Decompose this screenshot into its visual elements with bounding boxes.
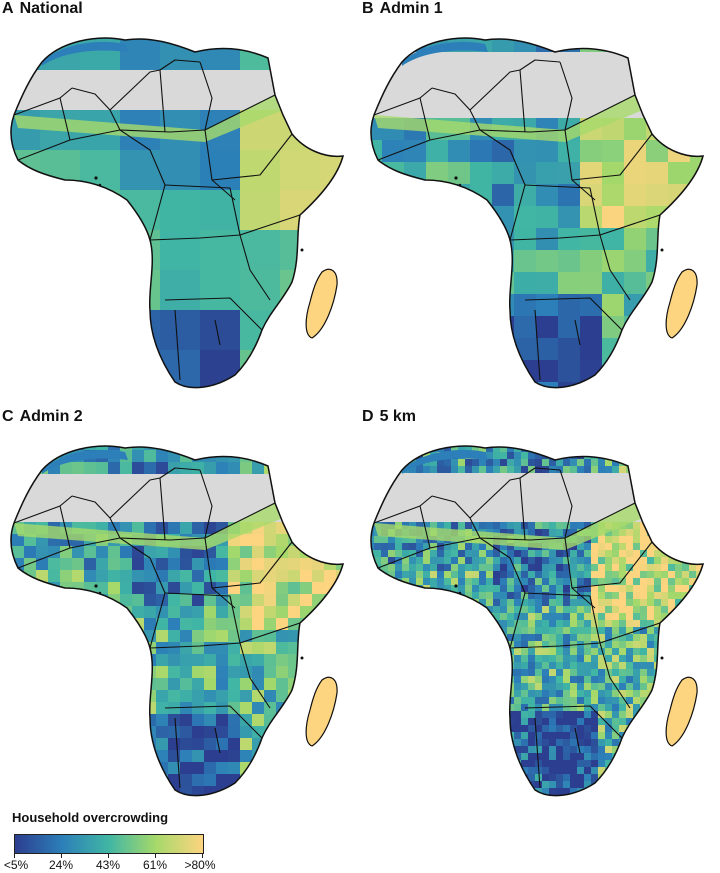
map-panel-d: D 5 km [360, 408, 715, 808]
africa-map-admin2 [10, 445, 345, 797]
panel-title-d: D 5 km [362, 408, 416, 426]
legend-label: >80% [184, 858, 216, 872]
panel-letter: C [2, 408, 14, 425]
africa-map-national [10, 37, 345, 389]
legend-label: 43% [95, 858, 121, 872]
panel-title-text: 5 km [379, 408, 417, 425]
panel-letter: D [362, 408, 374, 425]
legend-tick [108, 853, 109, 858]
legend: Household overcrowding <5% 24% 43% 61% >… [4, 810, 222, 872]
legend-color-bar [14, 834, 204, 854]
map-panel-c: C Admin 2 [0, 408, 355, 808]
legend-tick [155, 853, 156, 858]
legend-label: 24% [48, 858, 74, 872]
africa-map-admin1 [370, 37, 705, 389]
africa-map-5km [370, 445, 705, 797]
panel-title-c: C Admin 2 [2, 408, 83, 426]
legend-label: <5% [3, 858, 29, 872]
panel-letter: A [2, 0, 14, 17]
panel-title-a: A National [2, 0, 83, 18]
legend-tick [14, 853, 15, 858]
panel-letter: B [362, 0, 374, 17]
panel-title-text: Admin 2 [19, 408, 83, 425]
map-panel-a: A National [0, 0, 355, 400]
legend-label: 61% [142, 858, 168, 872]
panel-title-b: B Admin 1 [362, 0, 443, 18]
legend-title: Household overcrowding [12, 810, 169, 825]
panel-title-text: National [19, 0, 83, 17]
legend-tick [61, 853, 62, 858]
panel-title-text: Admin 1 [379, 0, 443, 17]
legend-tick [202, 853, 203, 858]
map-panel-b: B Admin 1 [360, 0, 715, 400]
